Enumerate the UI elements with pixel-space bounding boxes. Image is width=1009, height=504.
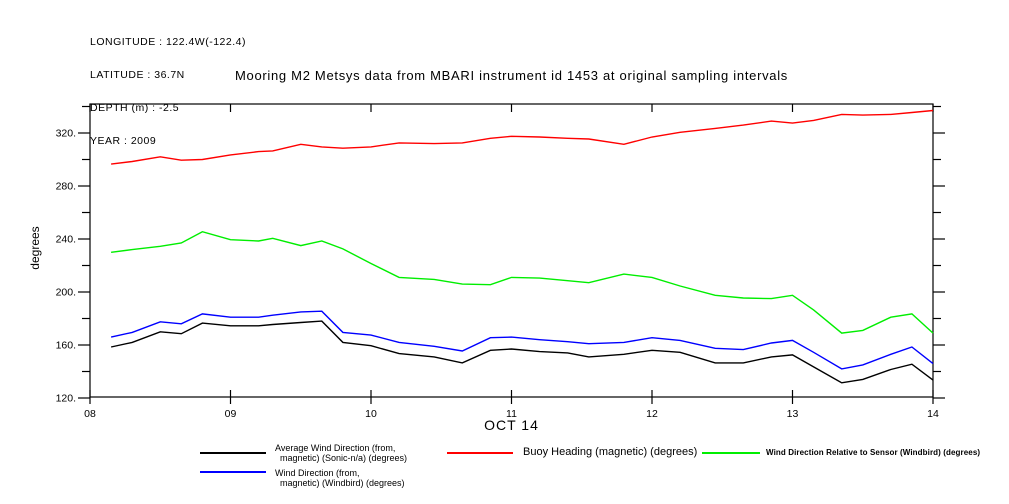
svg-text:10: 10: [365, 408, 377, 420]
plot-frame: [89, 103, 934, 398]
svg-text:09: 09: [225, 408, 237, 420]
header-latitude: LATITUDE : 36.7N: [90, 69, 185, 81]
legend-label-buoy-heading: Buoy Heading (magnetic) (degrees): [523, 446, 698, 458]
legend-line-average-wind: [200, 452, 266, 454]
svg-text:14: 14: [927, 408, 939, 420]
svg-text:160.: 160.: [56, 340, 76, 352]
axis-tick-labels: 08 09 10 11 12 13 14 120. 160. 200. 240. 280. 320.: [56, 128, 939, 421]
x-axis-label: OCT 14: [484, 417, 539, 433]
svg-text:08: 08: [84, 408, 96, 420]
legend-line-buoy-heading: [447, 452, 513, 454]
header-depth: DEPTH (m) : -2.5: [90, 102, 180, 114]
svg-text:13: 13: [787, 408, 799, 420]
header-info: LONGITUDE : 122.4W(-122.4) LATITUDE : 36…: [90, 15, 246, 169]
header-longitude: LONGITUDE : 122.4W(-122.4): [90, 36, 246, 48]
legend-line-relative-wind: [702, 452, 760, 454]
svg-text:120.: 120.: [56, 393, 76, 405]
svg-text:280.: 280.: [56, 181, 76, 193]
chart-title: Mooring M2 Metsys data from MBARI instru…: [234, 68, 789, 83]
legend-label-wind-direction: Wind Direction (from, magnetic) (Windbir…: [275, 468, 405, 488]
axis-ticks: [78, 104, 945, 404]
header-year: YEAR : 2009: [90, 135, 157, 147]
y-axis-label: degrees: [28, 226, 42, 270]
svg-text:320.: 320.: [56, 128, 76, 140]
svg-text:200.: 200.: [56, 287, 76, 299]
data-lines: [110, 109, 934, 384]
legend-line-wind-direction: [200, 471, 266, 473]
svg-text:12: 12: [646, 408, 658, 420]
svg-text:11: 11: [506, 408, 517, 420]
legend-label-average-wind: Average Wind Direction (from, magnetic) …: [275, 443, 408, 463]
legend-label-relative-wind: Wind Direction Relative to Sensor (Windb…: [766, 448, 981, 457]
svg-text:240.: 240.: [56, 234, 76, 246]
